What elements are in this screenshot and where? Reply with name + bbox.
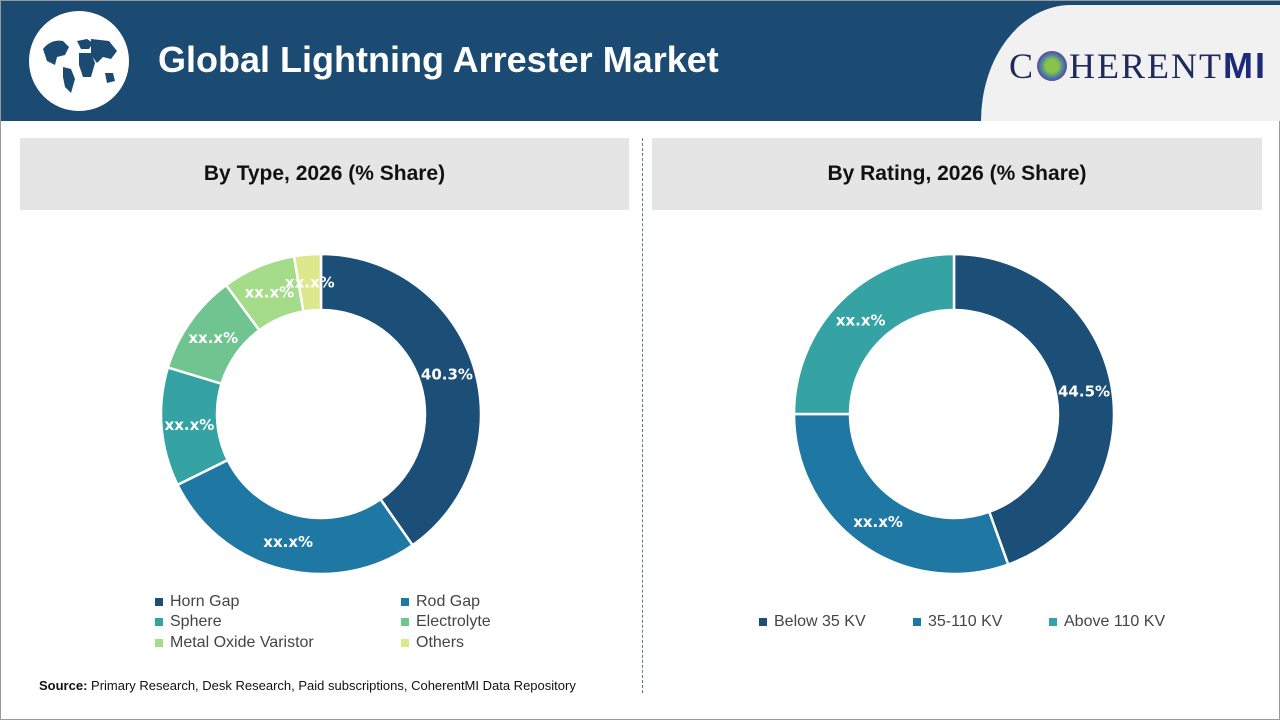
- donut-slice-others: [292, 252, 323, 313]
- legend-item: Others: [401, 634, 464, 652]
- donut-slice-below-35-kv: [952, 252, 1116, 567]
- data-label: xx.x%: [836, 312, 886, 330]
- legend-label: Sphere: [170, 613, 222, 630]
- legend-item: Electrolyte: [401, 613, 491, 631]
- legend-swatch: [401, 639, 409, 647]
- type-chart-title: By Type, 2026 (% Share): [20, 138, 629, 210]
- source-note: Source: Primary Research, Desk Research,…: [39, 678, 576, 693]
- legend-swatch: [155, 639, 163, 647]
- legend-label: Rod Gap: [416, 593, 481, 610]
- header-banner: Global Lightning Arrester Market C HERENT…: [1, 1, 1280, 121]
- legend-item: 35-110 KV: [913, 613, 1002, 631]
- world-globe-icon: [29, 11, 129, 111]
- legend-swatch: [401, 598, 409, 606]
- legend-label: 35-110 KV: [928, 613, 1003, 630]
- donut-slice-rod-gap: [175, 458, 415, 576]
- legend-swatch: [913, 618, 921, 626]
- legend-item: Rod Gap: [401, 593, 480, 611]
- data-label: xx.x%: [285, 273, 335, 291]
- legend-item: Sphere: [155, 613, 222, 631]
- page-title: Global Lightning Arrester Market: [158, 39, 719, 80]
- donut-slice-35-110-kv: [792, 412, 1010, 576]
- legend-item: Horn Gap: [155, 593, 239, 611]
- legend-swatch: [401, 618, 409, 626]
- legend-swatch: [759, 618, 767, 626]
- rating-chart-title: By Rating, 2026 (% Share): [652, 138, 1262, 210]
- donut-slice-above-110-kv: [792, 252, 956, 416]
- legend-swatch: [155, 618, 163, 626]
- data-label: xx.x%: [165, 416, 215, 434]
- legend-item: Metal Oxide Varistor: [155, 634, 314, 652]
- data-label: xx.x%: [188, 329, 238, 347]
- legend-swatch: [1049, 618, 1057, 626]
- data-label: xx.x%: [853, 513, 903, 531]
- legend-item: Below 35 KV: [759, 613, 866, 631]
- donut-slice-horn-gap: [319, 252, 483, 547]
- data-label: 40.3%: [421, 365, 473, 383]
- data-label: 44.5%: [1058, 382, 1110, 400]
- data-label: xx.x%: [244, 284, 294, 302]
- logo-area: C HERENTMI: [981, 5, 1280, 121]
- legend-label: Above 110 KV: [1064, 613, 1166, 630]
- coherentmi-logo: C HERENTMI: [1009, 45, 1267, 86]
- rating-donut-chart: 44.5% xx.x% xx.x%: [792, 252, 1116, 576]
- legend-label: Electrolyte: [416, 613, 491, 630]
- panel-divider: [642, 138, 643, 693]
- legend-label: Horn Gap: [170, 593, 240, 610]
- legend-label: Below 35 KV: [774, 613, 866, 630]
- type-donut-chart: 40.3%xx.x%xx.x%xx.x%xx.x%xx.x%: [159, 252, 483, 576]
- legend-label: Metal Oxide Varistor: [170, 634, 314, 651]
- data-label: xx.x%: [263, 533, 313, 551]
- legend-label: Others: [416, 634, 465, 651]
- legend-item: Above 110 KV: [1049, 613, 1165, 631]
- legend-swatch: [155, 598, 163, 606]
